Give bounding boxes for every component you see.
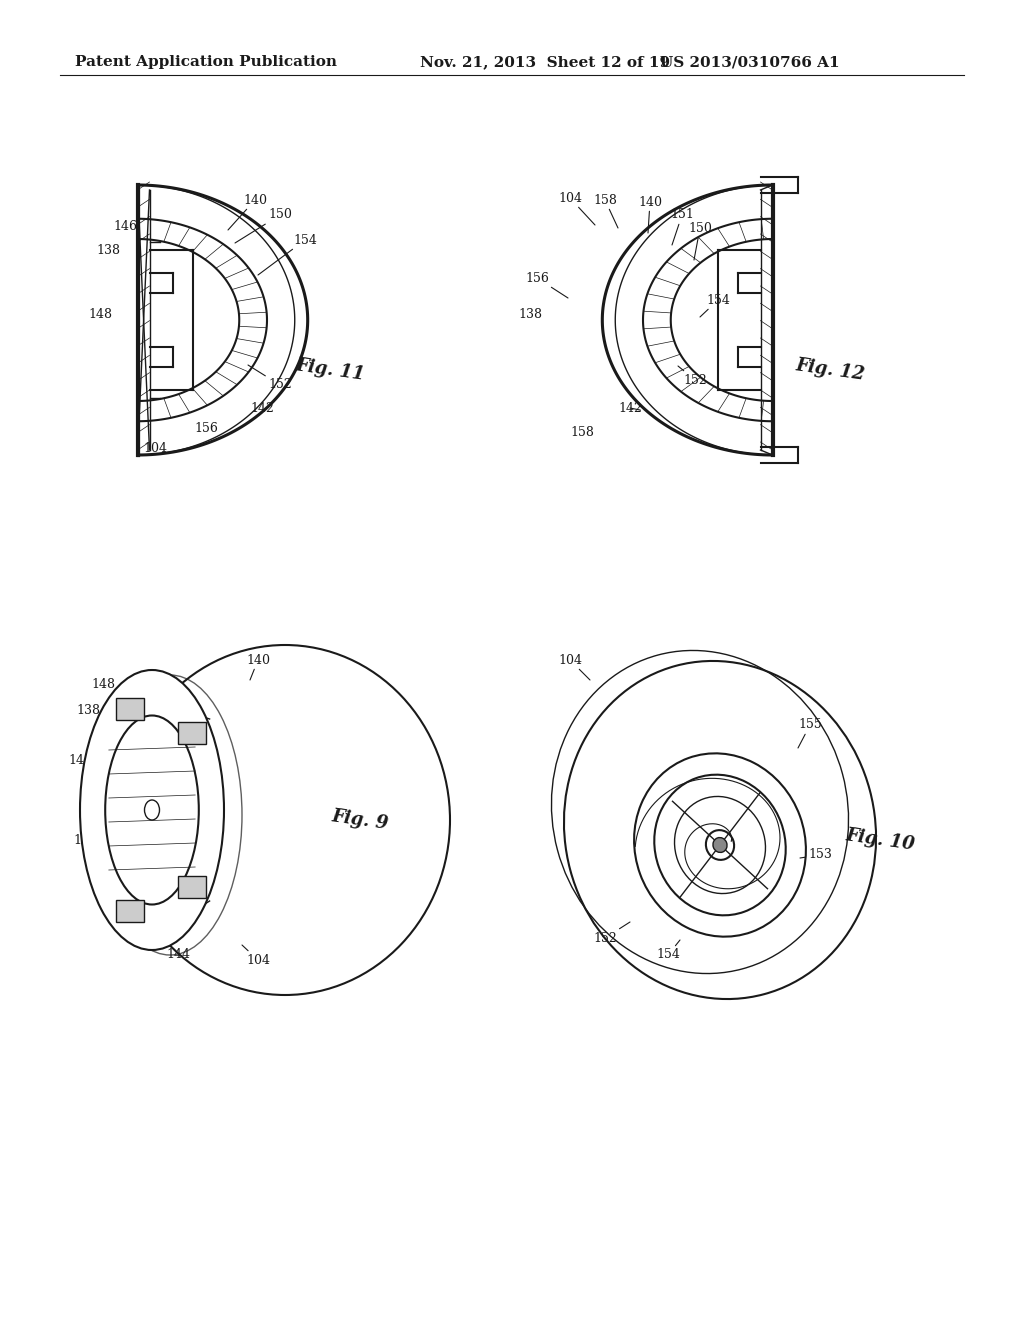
Text: 150: 150: [234, 209, 292, 243]
Text: US 2013/0310766 A1: US 2013/0310766 A1: [660, 55, 840, 69]
Text: Fig. 12: Fig. 12: [795, 356, 865, 384]
Text: 148: 148: [91, 678, 115, 692]
Text: Fig. 11: Fig. 11: [294, 356, 366, 384]
Text: 152: 152: [248, 366, 292, 392]
Ellipse shape: [713, 838, 727, 853]
Text: 153: 153: [800, 849, 831, 862]
Text: 158: 158: [593, 194, 618, 228]
Bar: [177, 876, 206, 898]
Ellipse shape: [105, 715, 199, 904]
Text: 138: 138: [96, 243, 120, 256]
Text: 140: 140: [246, 653, 270, 680]
Text: 138: 138: [518, 309, 542, 322]
Text: 138: 138: [76, 704, 100, 717]
Text: Fig. 9: Fig. 9: [331, 807, 389, 833]
Text: Nov. 21, 2013  Sheet 12 of 19: Nov. 21, 2013 Sheet 12 of 19: [420, 55, 670, 69]
Text: 146: 146: [73, 833, 97, 846]
Text: 148: 148: [68, 754, 92, 767]
Text: 142: 142: [618, 401, 642, 414]
Text: 154: 154: [656, 940, 680, 961]
Text: 148: 148: [88, 309, 112, 322]
Text: 104: 104: [558, 191, 595, 224]
Text: 104: 104: [242, 945, 270, 966]
Text: 140: 140: [228, 194, 267, 230]
Bar: [117, 900, 144, 921]
Text: 140: 140: [638, 195, 662, 234]
Bar: [177, 722, 206, 744]
Text: 150: 150: [688, 222, 712, 260]
Text: Fig. 10: Fig. 10: [844, 826, 915, 854]
Text: 142: 142: [250, 401, 274, 414]
Text: 155: 155: [798, 718, 822, 748]
Text: 144: 144: [160, 940, 190, 961]
Text: 151: 151: [670, 209, 694, 246]
Text: 154: 154: [700, 293, 730, 317]
Text: Patent Application Publication: Patent Application Publication: [75, 55, 337, 69]
Text: 104: 104: [558, 653, 590, 680]
Ellipse shape: [706, 830, 734, 859]
Text: 156: 156: [195, 421, 218, 434]
Text: 152: 152: [678, 366, 707, 387]
Text: 156: 156: [525, 272, 568, 298]
Text: 152: 152: [593, 921, 630, 945]
Ellipse shape: [80, 671, 224, 950]
Bar: [117, 698, 144, 721]
Text: 158: 158: [570, 425, 594, 438]
Text: 146: 146: [113, 219, 137, 232]
Text: 154: 154: [258, 234, 317, 275]
Text: 104: 104: [143, 441, 167, 454]
